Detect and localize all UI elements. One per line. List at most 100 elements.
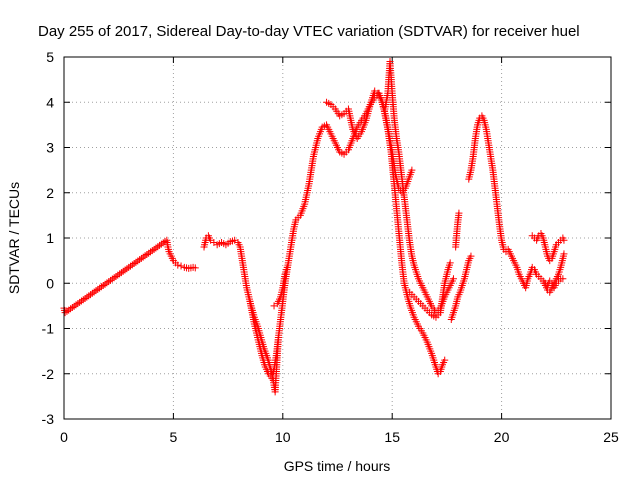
data-point-marker: [121, 266, 129, 274]
data-point-marker: [157, 240, 165, 248]
y-tick-label: 1: [46, 230, 54, 246]
data-point-marker: [455, 209, 463, 217]
data-point-marker: [63, 307, 71, 315]
data-point-marker: [97, 283, 105, 291]
data-point-marker: [88, 289, 96, 297]
data-point-marker: [81, 294, 89, 302]
data-point-marker: [77, 297, 85, 305]
data-point-marker: [99, 282, 107, 290]
x-tick-label: 5: [170, 429, 178, 445]
data-point-marker: [110, 274, 118, 282]
data-point-marker: [83, 293, 91, 301]
data-point-marker: [132, 258, 140, 266]
data-point-marker: [143, 250, 151, 258]
data-point-marker: [152, 244, 160, 252]
series-track-11: [528, 229, 568, 265]
data-point-marker: [191, 264, 199, 272]
data-point-marker: [128, 261, 136, 269]
data-point-marker: [90, 288, 98, 296]
data-point-marker: [67, 305, 75, 313]
data-point-marker: [114, 271, 122, 279]
data-point-marker: [65, 306, 73, 314]
data-point-marker: [70, 302, 78, 310]
data-point-marker: [116, 270, 124, 278]
data-point-marker: [156, 241, 164, 249]
data-point-marker: [467, 252, 475, 260]
series-track-9: [452, 209, 463, 251]
y-tick-label: 4: [46, 94, 54, 110]
x-tick-label: 15: [384, 429, 400, 445]
series-track-10: [465, 112, 568, 296]
data-point-marker: [283, 263, 291, 271]
data-point-marker: [123, 265, 131, 273]
series-track-7: [406, 259, 454, 321]
data-point-marker: [76, 298, 84, 306]
series-track-12: [541, 275, 567, 292]
data-point-marker: [446, 259, 454, 267]
data-point-marker: [141, 252, 149, 260]
series-track-5: [323, 58, 457, 317]
chart-title: Day 255 of 2017, Sidereal Day-to-day VTE…: [38, 23, 580, 40]
data-point-marker: [96, 284, 104, 292]
data-point-marker: [134, 257, 142, 265]
data-point-marker: [139, 253, 147, 261]
data-point-marker: [107, 276, 115, 284]
y-tick-label: 5: [46, 49, 54, 65]
data-point-marker: [177, 262, 185, 270]
series-track-8: [447, 252, 475, 323]
data-point-marker: [105, 278, 113, 286]
data-point-marker: [112, 272, 120, 280]
data-point-marker: [119, 267, 127, 275]
data-point-marker: [101, 280, 109, 288]
y-tick-label: 3: [46, 140, 54, 156]
data-point-marker: [136, 256, 144, 264]
y-tick-label: -1: [42, 321, 55, 337]
y-tick-label: -3: [42, 411, 55, 427]
data-point-marker: [61, 309, 69, 317]
plot-frame: [63, 56, 612, 420]
data-point-marker: [559, 275, 567, 283]
data-point-marker: [441, 356, 449, 364]
data-point-marker: [68, 303, 76, 311]
data-point-marker: [127, 262, 134, 270]
data-point-marker: [85, 292, 93, 300]
data-point-marker: [130, 260, 138, 268]
series-track-3: [246, 89, 416, 382]
x-tick-label: 20: [494, 429, 510, 445]
data-point-marker: [72, 301, 80, 309]
series-track-6: [379, 103, 449, 378]
data-point-marker: [560, 250, 568, 258]
x-tick-label: 10: [275, 429, 291, 445]
data-point-marker: [150, 245, 158, 253]
y-tick-label: 0: [46, 275, 54, 291]
x-axis-label: GPS time / hours: [284, 458, 391, 474]
y-axis-label: SDTVAR / TECUs: [6, 182, 22, 294]
data-point-marker: [87, 291, 95, 299]
data-point-marker: [408, 166, 416, 174]
data-point-marker: [74, 300, 82, 308]
data-point-marker: [145, 249, 153, 257]
y-axis-ticks: -3 -2 -1 0 1 2 3 4 5: [42, 49, 611, 427]
data-point-marker: [137, 254, 145, 262]
series-track-1: [60, 236, 199, 317]
x-tick-label: 25: [603, 429, 619, 445]
data-point-marker: [117, 269, 125, 277]
data-point-marker: [94, 285, 102, 293]
data-point-marker: [79, 296, 87, 304]
data-point-marker: [146, 248, 154, 256]
data-point-marker: [560, 236, 568, 244]
data-point-marker: [103, 279, 111, 287]
y-tick-label: 2: [46, 185, 54, 201]
data-point-marker: [125, 263, 133, 271]
x-tick-label: 0: [60, 429, 68, 445]
data-point-marker: [148, 247, 156, 255]
series-track-2: [200, 232, 282, 396]
series-track-4: [270, 263, 291, 310]
data-points: [60, 58, 568, 396]
data-point-marker: [449, 275, 457, 283]
data-point-marker: [108, 275, 116, 283]
data-point-marker: [92, 287, 100, 295]
y-tick-label: -2: [42, 366, 55, 382]
data-point-marker: [174, 261, 182, 269]
